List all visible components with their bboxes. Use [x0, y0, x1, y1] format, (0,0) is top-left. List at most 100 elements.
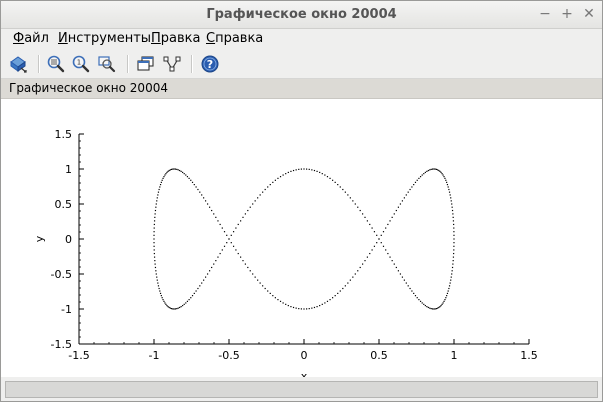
curve-point — [316, 170, 318, 172]
curve-point — [453, 227, 455, 229]
curve-point — [156, 200, 158, 202]
curve-point — [430, 308, 432, 310]
plot-svg[interactable]: -1.5 -1 -0.5 0 0.5 1 1.5 1.5 1 0.5 0 -0.5 -1 -1.5 y x — [1, 99, 602, 377]
menu-edit[interactable]: Правка — [151, 31, 200, 46]
curve-point — [191, 295, 194, 297]
curve-point — [405, 282, 407, 284]
toolbar-separator — [38, 55, 40, 73]
x-tick-label: 0 — [301, 349, 308, 362]
menu-help[interactable]: Справка — [206, 31, 263, 46]
curve-point — [434, 308, 436, 310]
x-tick-label: -1 — [149, 349, 160, 362]
windows-icon[interactable] — [136, 54, 156, 74]
curve-point — [177, 307, 179, 309]
zoom-area-icon[interactable] — [97, 54, 117, 74]
curve-point — [443, 176, 445, 178]
curve-point — [359, 209, 361, 212]
curve-point — [306, 168, 308, 170]
maximize-button[interactable]: + — [561, 6, 573, 22]
curve-point — [272, 295, 274, 297]
rotate-icon[interactable] — [8, 54, 28, 74]
curve-point — [366, 220, 368, 222]
curve-point — [159, 184, 162, 186]
curve-point — [313, 169, 316, 172]
datatip-icon[interactable] — [162, 54, 182, 74]
svg-text:1: 1 — [77, 59, 81, 67]
menu-tools-mnemonic: И — [58, 31, 68, 46]
menu-tools[interactable]: Инструменты — [58, 31, 151, 46]
menu-edit-mnemonic: П — [151, 31, 161, 46]
curve-point — [179, 306, 181, 309]
curve-point — [264, 287, 266, 290]
curve-point — [391, 260, 393, 262]
curve-point — [319, 171, 321, 174]
minimize-button[interactable]: − — [539, 6, 551, 22]
curve-point — [170, 168, 173, 170]
curve-point — [452, 213, 454, 215]
curve-point — [153, 242, 155, 244]
curve-point — [387, 252, 389, 255]
curve-point — [159, 290, 161, 292]
curve-point — [362, 263, 364, 265]
curve-point — [446, 292, 449, 294]
curve-point — [453, 223, 455, 226]
curve-point — [156, 279, 158, 281]
curve-point — [223, 231, 226, 233]
window-title: Графическое окно 20004 — [206, 7, 397, 22]
curve-point — [290, 306, 292, 308]
curve-point — [155, 273, 157, 275]
curve-point — [448, 188, 450, 191]
curve-point — [311, 307, 313, 309]
curve-point — [195, 290, 197, 292]
curve-point — [169, 307, 171, 309]
curve-point — [337, 183, 339, 186]
menu-tools-label: нструменты — [67, 31, 152, 46]
curve-point — [439, 170, 441, 172]
curve-point — [413, 184, 415, 186]
curve-point — [332, 297, 334, 299]
curve-point — [292, 169, 295, 172]
curve-point — [416, 297, 418, 299]
curve-point — [154, 263, 156, 265]
curve-point — [303, 308, 305, 310]
curve-point — [209, 206, 211, 208]
curve-point — [342, 188, 344, 191]
y-tick-label: 1 — [65, 163, 72, 176]
curve-point — [285, 173, 287, 175]
close-button[interactable]: ✕ — [583, 6, 595, 22]
curve-point — [453, 231, 455, 233]
curve-point — [443, 300, 445, 302]
curve-point — [161, 179, 163, 181]
curve-point — [169, 169, 171, 171]
curve-point — [352, 200, 354, 202]
curve-point — [414, 181, 417, 183]
curve-point — [337, 292, 339, 295]
curve-point — [274, 297, 276, 299]
curve-point — [157, 282, 159, 284]
title-bar[interactable]: Графическое окно 20004 − + ✕ — [1, 1, 602, 29]
curve-point — [226, 234, 228, 236]
curve-point — [188, 299, 190, 301]
zoom-reset-icon[interactable]: 1 — [71, 54, 91, 74]
zoom-grid-icon[interactable] — [46, 54, 66, 74]
curve-point — [442, 174, 444, 176]
curve-point — [403, 197, 405, 199]
curve-point — [306, 308, 308, 310]
curve-point — [405, 194, 407, 196]
curve-point — [329, 299, 331, 301]
curve-point — [153, 245, 155, 247]
curve-point — [434, 168, 436, 170]
curve-point — [197, 188, 199, 191]
curve-point — [170, 308, 173, 310]
curve-point — [447, 290, 449, 292]
menu-file[interactable]: Файл — [13, 31, 49, 46]
curve-point — [247, 209, 249, 212]
curve-point — [447, 186, 449, 188]
curve-point — [437, 169, 439, 171]
plot-canvas[interactable]: -1.5 -1 -0.5 0 0.5 1 1.5 1.5 1 0.5 0 -0.5 -1 -1.5 y x — [1, 99, 602, 377]
help-icon[interactable]: ? — [200, 54, 220, 74]
curve-point — [441, 303, 443, 305]
curve-point — [240, 220, 242, 222]
curve-point — [376, 242, 378, 244]
